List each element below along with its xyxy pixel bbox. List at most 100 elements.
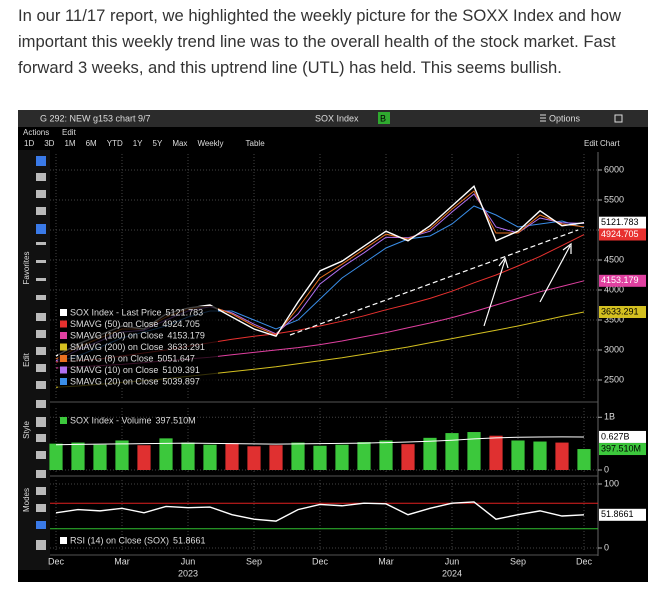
legend-value: 5109.391 <box>162 365 200 375</box>
bar <box>379 440 393 470</box>
legend-swatch <box>60 332 67 339</box>
period-button[interactable]: 6M <box>86 139 97 148</box>
axis-badge <box>599 443 646 456</box>
y-tick-label: 3500 <box>604 314 624 324</box>
legend-label: EMAVG (8) on Close <box>70 353 153 363</box>
axis-badge <box>599 306 646 319</box>
legend-swatch <box>60 309 67 316</box>
y-tick-label: 4000 <box>604 284 624 294</box>
edit-chart[interactable]: Edit Chart <box>584 139 620 148</box>
period-button[interactable]: 1Y <box>133 139 143 148</box>
legend-value: 51.8661 <box>173 535 206 545</box>
bar <box>423 437 437 470</box>
axis-badge <box>599 274 646 287</box>
period-button[interactable]: Max <box>172 139 187 148</box>
legend-value: 5051.647 <box>157 353 195 363</box>
period-bar: 1D 3D 1M 6M YTD 1Y 5Y Max Weekly Table <box>24 139 265 148</box>
axis-badge-label: 3633.291 <box>601 306 639 316</box>
y-tick-label: 100 <box>604 478 619 488</box>
legend-box <box>58 306 218 388</box>
security[interactable]: SOX Index <box>315 113 359 123</box>
period-button[interactable]: 1M <box>64 139 75 148</box>
legend-value: 397.510M <box>156 415 196 425</box>
axis-badge-label: 5121.783 <box>601 217 639 227</box>
legend-label: SMAVG (100) on Close <box>70 330 163 340</box>
axis-badge-label: 4153.179 <box>601 275 639 285</box>
legend-swatch <box>60 366 67 374</box>
window-title: G 292: NEW g153 chart 9/7 <box>40 113 151 123</box>
paragraph-line: forward 3 weeks, and this uptrend line (… <box>18 58 562 77</box>
sidebar-label[interactable]: Modes <box>22 488 31 512</box>
legend-value: 3633.291 <box>167 342 205 352</box>
bar <box>93 444 107 470</box>
bar <box>225 443 239 470</box>
options[interactable]: Options <box>549 113 581 123</box>
bar <box>445 433 459 470</box>
legend-swatch <box>60 417 67 424</box>
title-bar <box>18 110 648 127</box>
bar <box>533 441 547 470</box>
legend-swatch <box>60 378 67 385</box>
period-button[interactable]: Weekly <box>197 139 223 148</box>
legend-label: SMAVG (20) on Close <box>70 376 158 386</box>
y-tick-label: 6000 <box>604 164 624 174</box>
security-tag-box <box>378 112 390 124</box>
axis-badge-label: 397.510M <box>601 443 641 453</box>
x-tick-label: Dec <box>48 556 65 566</box>
period-button[interactable]: YTD <box>107 139 123 148</box>
menu[interactable]: Edit <box>62 128 77 137</box>
legend-label: SMAVG (50) on Close <box>70 319 158 329</box>
legend-swatch <box>60 355 67 362</box>
bar <box>357 442 371 470</box>
bar <box>247 446 261 470</box>
x-tick-label: Jun <box>445 556 460 566</box>
menu[interactable]: Actions <box>23 128 49 137</box>
axis-badge <box>599 228 646 241</box>
legend-value: 5039.897 <box>162 376 200 386</box>
security-tag[interactable]: B <box>380 113 386 123</box>
arrow <box>483 256 509 327</box>
plot-area: Dec Mar Jun Sep Dec Mar Jun Sep Dec 2023 2024 2500 3… <box>48 154 646 578</box>
period-button[interactable]: Table <box>246 139 266 148</box>
axis-badge-label: 4924.705 <box>601 229 639 239</box>
bar <box>115 440 129 470</box>
bar <box>291 442 305 470</box>
period-button[interactable]: 3D <box>44 139 54 148</box>
axis-badge-label: 51.8661 <box>601 509 634 519</box>
x-tick-label: Mar <box>114 556 130 566</box>
y-tick-label: 3000 <box>604 344 624 354</box>
y-tick-label: 2500 <box>604 374 624 384</box>
legend-swatch <box>60 343 67 351</box>
sidebar-label[interactable]: Style <box>22 421 31 439</box>
bar <box>49 443 63 470</box>
x-year-label: 2024 <box>442 568 462 578</box>
bar <box>71 442 85 470</box>
options-icon <box>540 114 546 122</box>
bar <box>269 445 283 470</box>
period-button[interactable]: 5Y <box>153 139 163 148</box>
window-button[interactable] <box>614 114 623 123</box>
bar <box>555 442 569 470</box>
x-tick-label: Jun <box>181 556 196 566</box>
y-tick-label: 0 <box>604 464 609 474</box>
bar <box>159 438 173 470</box>
period-button[interactable]: 1D <box>24 139 34 148</box>
bar <box>137 445 151 470</box>
sidebar-icons <box>36 156 46 550</box>
sidebar-label[interactable]: Edit <box>22 352 31 367</box>
x-tick-label: Sep <box>246 556 262 566</box>
arrow <box>539 242 572 303</box>
x-tick-label: Dec <box>576 556 593 566</box>
y-tick-label: 1B <box>604 412 615 422</box>
x-year-label: 2023 <box>178 568 198 578</box>
bar <box>401 444 415 470</box>
axis-badge <box>599 430 646 443</box>
sidebar-label[interactable]: Favorites <box>22 252 31 285</box>
y-tick-label: 5500 <box>604 194 624 204</box>
axis-badge <box>599 216 646 229</box>
x-tick-label: Sep <box>510 556 526 566</box>
legend-swatch <box>60 320 67 328</box>
y-tick-label: 4500 <box>604 254 624 264</box>
